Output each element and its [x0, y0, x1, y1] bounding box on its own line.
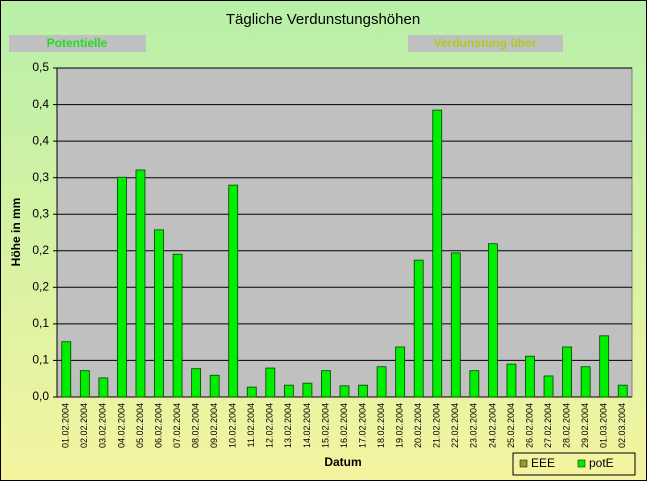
legend-label: potE: [589, 456, 614, 470]
x-tick-label: 04.02.2004: [116, 403, 126, 448]
bar: [98, 377, 109, 398]
bar: [376, 366, 387, 398]
x-tick-label: 16.02.2004: [339, 403, 349, 448]
bar: [265, 367, 276, 398]
legend-label: EEE: [531, 456, 555, 470]
y-tick-label: 0,2: [32, 279, 49, 293]
x-tick-label: 02.02.2004: [79, 403, 89, 448]
bar: [487, 243, 498, 398]
y-axis-label: Höhe in mm: [9, 198, 23, 267]
bar: [469, 370, 480, 398]
bar: [302, 382, 313, 398]
bar: [617, 384, 628, 398]
y-tick-label: 0,3: [32, 206, 49, 220]
chart-title: Tägliche Verdunstungshöhen: [226, 11, 420, 28]
bar: [321, 370, 331, 398]
bar: [432, 109, 443, 398]
y-tick-label: 0,2: [32, 243, 49, 257]
bar: [413, 259, 424, 398]
bar: [525, 355, 535, 398]
y-tick-label: 0,3: [32, 170, 49, 184]
bar: [562, 346, 572, 398]
x-tick-label: 25.02.2004: [506, 403, 516, 448]
bar: [246, 386, 257, 398]
x-tick-label: 08.02.2004: [190, 403, 200, 448]
x-tick-label: 23.02.2004: [469, 403, 479, 448]
x-tick-label: 03.02.2004: [98, 403, 108, 448]
annotation-box: [408, 35, 563, 52]
bar: [191, 368, 202, 398]
bar: [543, 375, 554, 398]
legend: [512, 452, 636, 476]
bar: [172, 253, 183, 398]
x-tick-label: 06.02.2004: [153, 403, 163, 448]
bar: [209, 374, 220, 398]
x-tick-label: 10.02.2004: [228, 403, 238, 448]
x-tick-label: 20.02.2004: [413, 403, 423, 448]
bar: [79, 370, 90, 398]
x-axis-label: Datum: [324, 455, 361, 469]
y-tick-label: 0,0: [32, 389, 49, 403]
y-tick-label: 0,4: [32, 97, 49, 111]
bar: [135, 169, 146, 398]
bar: [117, 176, 127, 398]
x-tick-label: 14.02.2004: [302, 403, 312, 448]
annotation-box: [9, 35, 146, 52]
x-tick-label: 28.02.2004: [561, 403, 571, 448]
bar: [228, 184, 239, 398]
x-tick-label: 21.02.2004: [432, 403, 442, 448]
legend-swatch: [577, 459, 586, 468]
y-tick-label: 0,4: [32, 133, 49, 147]
y-tick-label: 0,1: [32, 353, 49, 367]
x-tick-label: 13.02.2004: [283, 403, 293, 448]
plot-area: [56, 67, 633, 398]
bar: [450, 252, 461, 398]
x-tick-label: 27.02.2004: [543, 403, 553, 448]
x-tick-label: 07.02.2004: [172, 403, 182, 448]
x-tick-label: 18.02.2004: [376, 403, 386, 448]
bar: [61, 341, 72, 398]
bar: [339, 385, 350, 398]
x-tick-label: 11.02.2004: [246, 403, 256, 447]
x-tick-label: 22.02.2004: [450, 403, 460, 448]
bar: [395, 346, 406, 398]
x-tick-label: 29.02.2004: [580, 403, 590, 448]
y-tick-label: 0,1: [32, 316, 49, 330]
annotation: Verdunstung über: [434, 36, 537, 50]
bar: [599, 335, 610, 398]
legend-swatch: [519, 459, 528, 468]
x-tick-label: 09.02.2004: [209, 403, 219, 448]
x-tick-label: 26.02.2004: [524, 403, 534, 448]
x-tick-label: 05.02.2004: [135, 403, 145, 448]
x-tick-label: 15.02.2004: [320, 403, 330, 448]
bar: [506, 363, 517, 398]
x-tick-label: 02.03.2004: [617, 403, 627, 448]
x-tick-label: 01.03.2004: [599, 403, 609, 448]
bar: [580, 366, 591, 398]
x-tick-label: 12.02.2004: [265, 403, 275, 448]
x-tick-label: 24.02.2004: [487, 403, 497, 448]
bar: [283, 384, 294, 398]
x-tick-label: 19.02.2004: [395, 403, 405, 448]
bar: [154, 229, 164, 398]
x-tick-label: 17.02.2004: [357, 403, 367, 448]
annotation: Potentielle: [47, 36, 108, 50]
bar: [358, 384, 368, 398]
y-tick-label: 0,5: [32, 60, 49, 74]
x-tick-label: 01.02.2004: [61, 403, 71, 448]
